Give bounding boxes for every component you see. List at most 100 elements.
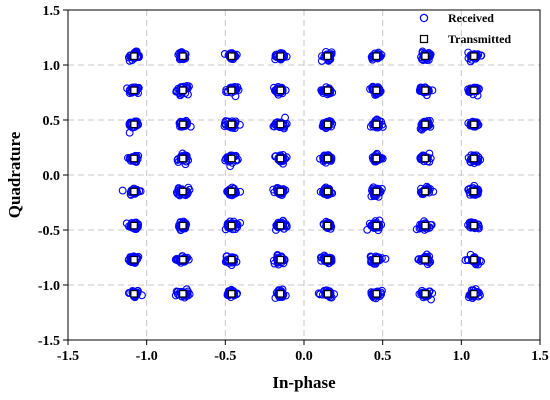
transmitted-point <box>323 154 332 163</box>
transmitted-point <box>372 154 381 163</box>
transmitted-point <box>276 154 285 163</box>
transmitted-point <box>179 255 187 264</box>
transmitted-point <box>421 187 429 196</box>
transmitted-point <box>130 120 138 129</box>
transmitted-point <box>372 120 381 129</box>
transmitted-point <box>421 221 429 230</box>
transmitted-point <box>227 255 236 264</box>
legend-transmitted-marker <box>419 34 429 44</box>
received-point <box>231 92 240 101</box>
transmitted-point <box>130 187 138 196</box>
legend-received-label: Received <box>448 11 494 25</box>
x-axis-title: In-phase <box>272 373 336 392</box>
transmitted-point <box>372 255 381 264</box>
transmitted-point <box>421 290 429 298</box>
transmitted-point <box>323 221 332 230</box>
transmitted-point <box>421 52 429 61</box>
transmitted-point <box>372 221 381 230</box>
transmitted-point <box>227 86 236 95</box>
transmitted-series <box>130 52 478 298</box>
x-tick-label: -1.5 <box>57 349 79 364</box>
transmitted-point <box>372 86 381 95</box>
transmitted-point <box>470 290 478 298</box>
transmitted-point <box>179 52 187 61</box>
x-tick-label: 0.5 <box>374 349 392 364</box>
received-point <box>122 219 131 228</box>
grid-lines <box>68 10 540 340</box>
transmitted-point <box>179 290 187 298</box>
transmitted-point <box>372 52 381 61</box>
transmitted-point <box>130 52 138 61</box>
received-point <box>428 86 437 95</box>
transmitted-point <box>130 290 138 298</box>
transmitted-point <box>323 187 332 196</box>
transmitted-point <box>421 120 429 129</box>
transmitted-point <box>323 86 332 95</box>
transmitted-point <box>276 52 285 61</box>
received-point <box>477 51 486 60</box>
y-axis-ticks: 1.5 1.0 0.5 0.0 -0.5 -1.0 -1.5 <box>38 4 68 349</box>
transmitted-point <box>323 255 332 264</box>
transmitted-point <box>421 154 429 163</box>
transmitted-point <box>130 86 138 95</box>
x-tick-label: 1.0 <box>453 349 471 364</box>
transmitted-point <box>421 255 429 264</box>
transmitted-point <box>323 52 332 61</box>
legend: Received Transmitted <box>419 11 511 46</box>
transmitted-point <box>179 154 187 163</box>
transmitted-point <box>276 120 285 129</box>
x-tick-label: -1.0 <box>136 349 158 364</box>
transmitted-point <box>227 52 236 61</box>
transmitted-point <box>179 120 187 129</box>
transmitted-point <box>227 187 236 196</box>
y-tick-label: 0.0 <box>43 169 61 184</box>
x-tick-label: 0.0 <box>295 349 313 364</box>
transmitted-point <box>470 221 478 230</box>
transmitted-point <box>179 187 187 196</box>
transmitted-point <box>470 187 478 196</box>
transmitted-point <box>470 86 478 95</box>
x-tick-label: 1.5 <box>531 349 549 364</box>
transmitted-point <box>323 120 332 129</box>
transmitted-point <box>470 154 478 163</box>
y-tick-label: 1.0 <box>43 59 61 74</box>
transmitted-point <box>276 290 285 298</box>
received-point <box>427 295 435 304</box>
received-point <box>236 187 245 196</box>
received-point <box>118 186 127 195</box>
transmitted-point <box>130 154 138 163</box>
x-axis-ticks: -1.5 -1.0 -0.5 0.0 0.5 1.0 1.5 <box>57 340 549 364</box>
transmitted-point <box>179 86 187 95</box>
y-tick-label: 1.5 <box>43 4 61 19</box>
y-tick-label: 0.5 <box>43 114 61 129</box>
y-tick-label: -1.0 <box>38 279 60 294</box>
transmitted-point <box>470 52 478 61</box>
y-tick-label: -1.5 <box>38 334 60 349</box>
transmitted-point <box>372 187 381 196</box>
transmitted-point <box>470 120 478 129</box>
legend-received-marker <box>419 13 429 23</box>
received-point <box>226 162 235 171</box>
transmitted-point <box>227 120 236 129</box>
transmitted-point <box>130 221 138 230</box>
transmitted-point <box>227 154 236 163</box>
transmitted-point <box>470 255 478 264</box>
transmitted-point <box>276 255 285 264</box>
transmitted-point <box>276 86 285 95</box>
transmitted-point <box>372 290 381 298</box>
legend-transmitted-label: Transmitted <box>448 32 511 46</box>
transmitted-point <box>323 290 332 298</box>
received-point <box>125 128 134 137</box>
transmitted-point <box>421 86 429 95</box>
transmitted-point <box>227 221 236 230</box>
transmitted-point <box>276 221 285 230</box>
transmitted-point <box>276 187 285 196</box>
transmitted-point <box>227 290 236 298</box>
transmitted-point <box>130 255 138 264</box>
transmitted-point <box>179 221 187 230</box>
x-tick-label: -0.5 <box>214 349 236 364</box>
y-tick-label: -0.5 <box>38 224 60 239</box>
y-axis-title: Quadrature <box>5 131 24 218</box>
